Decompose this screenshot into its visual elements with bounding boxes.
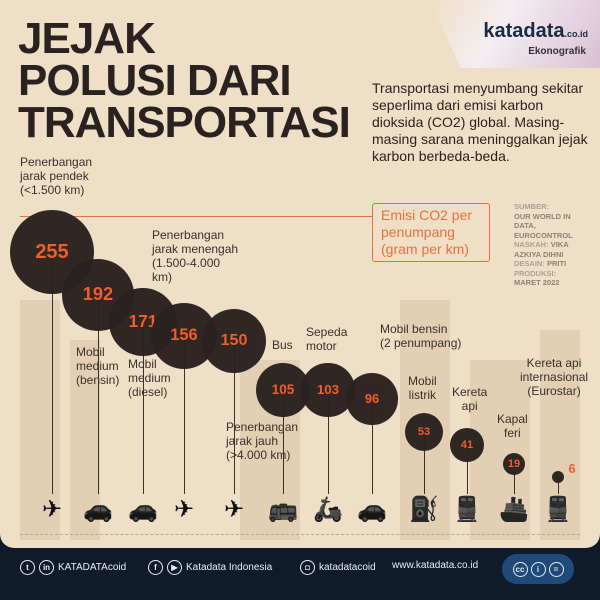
value-label: 103 bbox=[316, 382, 340, 398]
stem-line bbox=[52, 252, 53, 494]
train-icon: 🚆 bbox=[452, 495, 482, 523]
social-handle[interactable]: katadatacoid bbox=[319, 562, 376, 573]
stem-line bbox=[558, 477, 559, 494]
baseline bbox=[20, 534, 580, 535]
category-label: Mobil medium (diesel) bbox=[128, 357, 171, 399]
section-label: Ekonografik bbox=[528, 46, 586, 57]
category-label: Kereta api internasional (Eurostar) bbox=[520, 356, 589, 398]
ship-icon: 🚢 bbox=[499, 495, 529, 523]
category-label: Mobil bensin (2 penumpang) bbox=[380, 322, 462, 350]
data-bubble: 19 bbox=[502, 452, 526, 476]
airplane-icon: ✈ bbox=[41, 495, 63, 523]
value-label: 41 bbox=[460, 438, 474, 451]
stem-line bbox=[328, 390, 329, 494]
car-icon: 🚗 bbox=[83, 495, 113, 523]
brand-logo: katadata.co.id bbox=[483, 20, 588, 42]
car-icon: 🚗 bbox=[357, 495, 387, 523]
youtube-icon[interactable]: ▶ bbox=[167, 560, 182, 575]
data-bubble: 41 bbox=[450, 428, 484, 462]
car-icon: 🚗 bbox=[128, 495, 158, 523]
data-bubble: 150 bbox=[201, 308, 267, 374]
value-label: 192 bbox=[82, 284, 114, 305]
value-label: 19 bbox=[507, 457, 521, 470]
value-label: 150 bbox=[220, 331, 248, 350]
value-label: 156 bbox=[170, 326, 198, 345]
value-label: 53 bbox=[417, 425, 431, 438]
attribution-icon: i bbox=[530, 561, 546, 577]
data-bubble: 6 bbox=[551, 461, 576, 484]
linkedin-icon[interactable]: in bbox=[39, 560, 54, 575]
value-label: 105 bbox=[271, 382, 295, 398]
credits: SUMBER: OUR WORLD IN DATA, EUROCONTROL NA… bbox=[514, 202, 573, 287]
legend-line bbox=[20, 216, 372, 217]
value-label: 255 bbox=[35, 240, 69, 263]
category-label: Kereta api bbox=[452, 385, 488, 413]
bus-icon: 🚌 bbox=[268, 495, 298, 523]
category-label: Sepeda motor bbox=[306, 325, 348, 353]
legend-box: Emisi CO2 per penumpang (gram per km) bbox=[372, 203, 490, 262]
data-bubble: 105 bbox=[256, 363, 310, 417]
cc-icon: cc bbox=[512, 561, 528, 577]
social-handle[interactable]: KATADATAcoid bbox=[58, 562, 127, 573]
page-title: JEJAK POLUSI DARI TRANSPORTASI bbox=[18, 14, 351, 147]
footer: t in KATADATAcoid f ▶ Katadata Indonesia ◘ ka… bbox=[0, 552, 600, 600]
category-label: Penerbangan jarak pendek (<1.500 km) bbox=[20, 155, 93, 197]
airplane-icon: ✈ bbox=[173, 495, 195, 523]
stem-line bbox=[372, 399, 373, 494]
scooter-icon: 🛵 bbox=[313, 495, 343, 523]
instagram-icon[interactable]: ◘ bbox=[300, 560, 315, 575]
category-label: Penerbangan jarak jauh (>4.000 km) bbox=[226, 420, 299, 462]
website-link[interactable]: www.katadata.co.id bbox=[392, 560, 479, 571]
category-label: Penerbangan jarak menengah (1.500-4.000 … bbox=[152, 228, 239, 284]
ev-charger-icon: ⛽ bbox=[409, 495, 439, 523]
data-bubble: 96 bbox=[346, 373, 398, 425]
social-handle[interactable]: Katadata Indonesia bbox=[186, 562, 273, 573]
value-label: 6 bbox=[568, 460, 576, 476]
stem-line bbox=[514, 464, 515, 494]
brand-banner: katadata.co.id Ekonografik bbox=[430, 0, 600, 68]
stem-line bbox=[143, 322, 144, 494]
airplane-icon: ✈ bbox=[223, 495, 245, 523]
train-icon: 🚆 bbox=[543, 495, 573, 523]
noderivs-icon: = bbox=[548, 561, 564, 577]
category-label: Mobil listrik bbox=[408, 374, 437, 402]
data-bubble: 53 bbox=[404, 412, 444, 452]
intro-text: Transportasi menyumbang sekitar seperlim… bbox=[372, 80, 588, 164]
value-label: 171 bbox=[128, 311, 158, 332]
stem-line bbox=[98, 295, 99, 494]
stem-line bbox=[467, 445, 468, 494]
creative-commons-badge: cc i = bbox=[502, 554, 574, 584]
data-bubble: 103 bbox=[301, 363, 355, 417]
category-label: Bus bbox=[272, 338, 293, 352]
category-label: Mobil medium (bensin) bbox=[76, 345, 120, 387]
stem-line bbox=[234, 341, 235, 494]
value-label: 96 bbox=[364, 391, 380, 407]
category-label: Kapal feri bbox=[497, 412, 528, 440]
infographic-card: katadata.co.id Ekonografik JEJAK POLUSI D… bbox=[0, 0, 600, 548]
twitter-icon[interactable]: t bbox=[20, 560, 35, 575]
stem-line bbox=[424, 432, 425, 494]
facebook-icon[interactable]: f bbox=[148, 560, 163, 575]
stem-line bbox=[184, 336, 185, 494]
stem-line bbox=[283, 390, 284, 494]
